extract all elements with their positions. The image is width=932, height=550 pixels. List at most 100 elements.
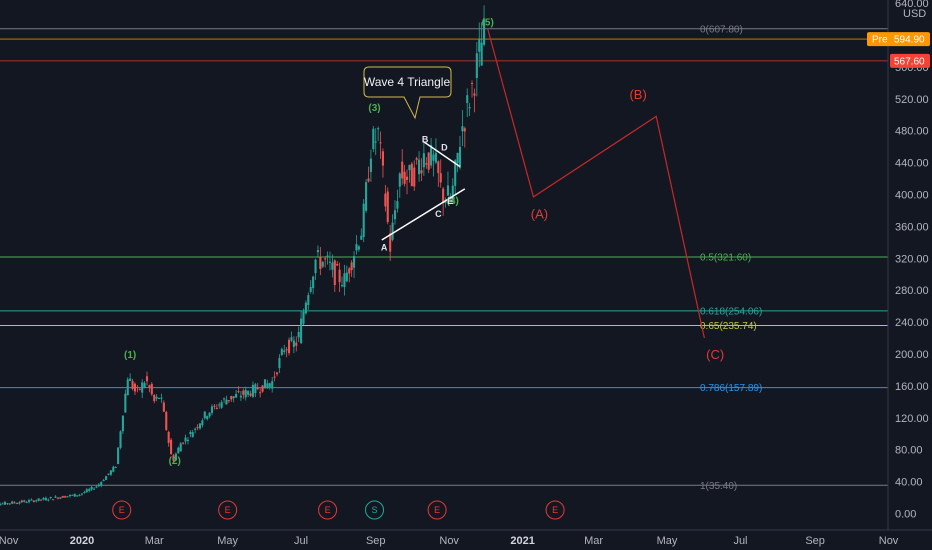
candle-body [456,153,459,163]
candle-body [381,151,384,166]
candle-body [8,503,11,505]
candle-body [275,372,279,375]
candle-body [56,497,59,499]
candle-body [172,455,175,461]
candle-body [295,342,298,346]
candle-body [225,399,228,405]
candle-body [244,389,247,398]
triangle-lines [381,140,466,241]
event-marker[interactable] [365,500,385,520]
candle-body [201,420,204,426]
wave-labels: (1) (2) (3) (4) (5) A B C D E [124,17,494,467]
candle-body [37,498,40,501]
time-tick-label: Mar [145,535,164,547]
fib-label: 1(35.40) [700,481,737,492]
fib-label: 0.65(235.74) [700,321,757,332]
candle-body [68,494,72,497]
candle-body [109,470,112,475]
event-marker[interactable] [218,500,238,520]
candle-body [331,262,334,270]
candle-body [170,439,173,455]
candle-body [148,385,151,389]
event-marker[interactable] [112,500,132,520]
fib-levels: 0(607.80) 0.5(321.60) 0.618(254.06) 0.65(23… [0,24,888,492]
candle-body [420,170,423,174]
candle-body [333,260,336,286]
candle-body [401,161,404,179]
candle-body [153,394,156,402]
candle-body [189,432,192,435]
candle-body [119,431,122,448]
event-marker[interactable] [318,500,338,520]
time-axis[interactable]: Nov 2020 Mar May Jul Sep Nov 2021 Mar May Jul Sep No… [0,535,899,547]
event-marker[interactable] [427,500,447,520]
candle-body [239,395,242,398]
price-tick-label: 0.00 [895,509,916,521]
candle-body [136,387,139,389]
candle-body [427,152,430,170]
event-marker[interactable] [545,500,565,520]
candle-body [367,178,370,182]
candle-body [11,501,14,504]
candle-body [100,482,103,486]
candle-body [410,163,413,187]
time-tick-label: Nov [0,535,19,547]
projection-path: (A) (B) (C) [487,28,724,362]
candle-body [138,388,141,390]
candle-body [114,466,117,468]
candle-body [389,233,392,252]
wave-label: (3) [368,103,380,114]
candle-body [18,502,21,504]
event-marker-label: E [119,505,125,515]
candle-body [184,437,187,442]
triangle-lower-line [381,188,466,241]
candle-body [3,501,7,505]
candle-body [227,400,230,402]
projection-label: (C) [706,347,724,362]
candle-body [261,385,264,392]
time-axis-panel[interactable] [0,530,932,550]
candle-body [83,492,86,494]
candle-body [13,502,16,504]
candle-body [129,378,132,381]
candle-body [121,415,124,432]
time-tick-label: Nov [879,535,899,547]
candle-body [222,398,226,400]
candle-body [365,182,368,211]
price-axis-panel[interactable] [888,0,932,530]
candle-body [88,489,91,491]
time-tick-label: May [217,535,238,547]
candle-body [40,499,43,501]
candle-body [232,396,235,399]
candle-body [235,393,238,398]
time-tick-label: 2020 [70,535,94,547]
candle-body [162,402,165,412]
candle-body [213,405,216,407]
triangle-point-label: C [435,209,442,219]
candle-body [418,159,421,175]
candle-body [302,311,305,324]
candle-body [437,161,440,174]
candle-body [54,496,57,498]
event-marker-label: S [372,505,378,515]
candle-body [461,126,464,132]
price-tag-value: 594.90 [894,35,925,46]
candle-body [157,397,161,399]
candle-body [446,185,450,196]
candle-body [251,384,254,397]
projection-label: (B) [629,87,646,102]
candle-body [326,255,329,258]
candle-body [155,396,158,399]
candle-body [312,276,315,289]
candle-body [230,395,233,400]
candle-body [379,142,382,144]
candle-body [47,499,50,501]
candle-body [328,261,332,263]
candle-body [316,250,319,253]
candle-body [112,466,115,472]
candle-body [196,426,199,428]
candle-body [124,393,127,413]
candle-body [242,390,245,395]
